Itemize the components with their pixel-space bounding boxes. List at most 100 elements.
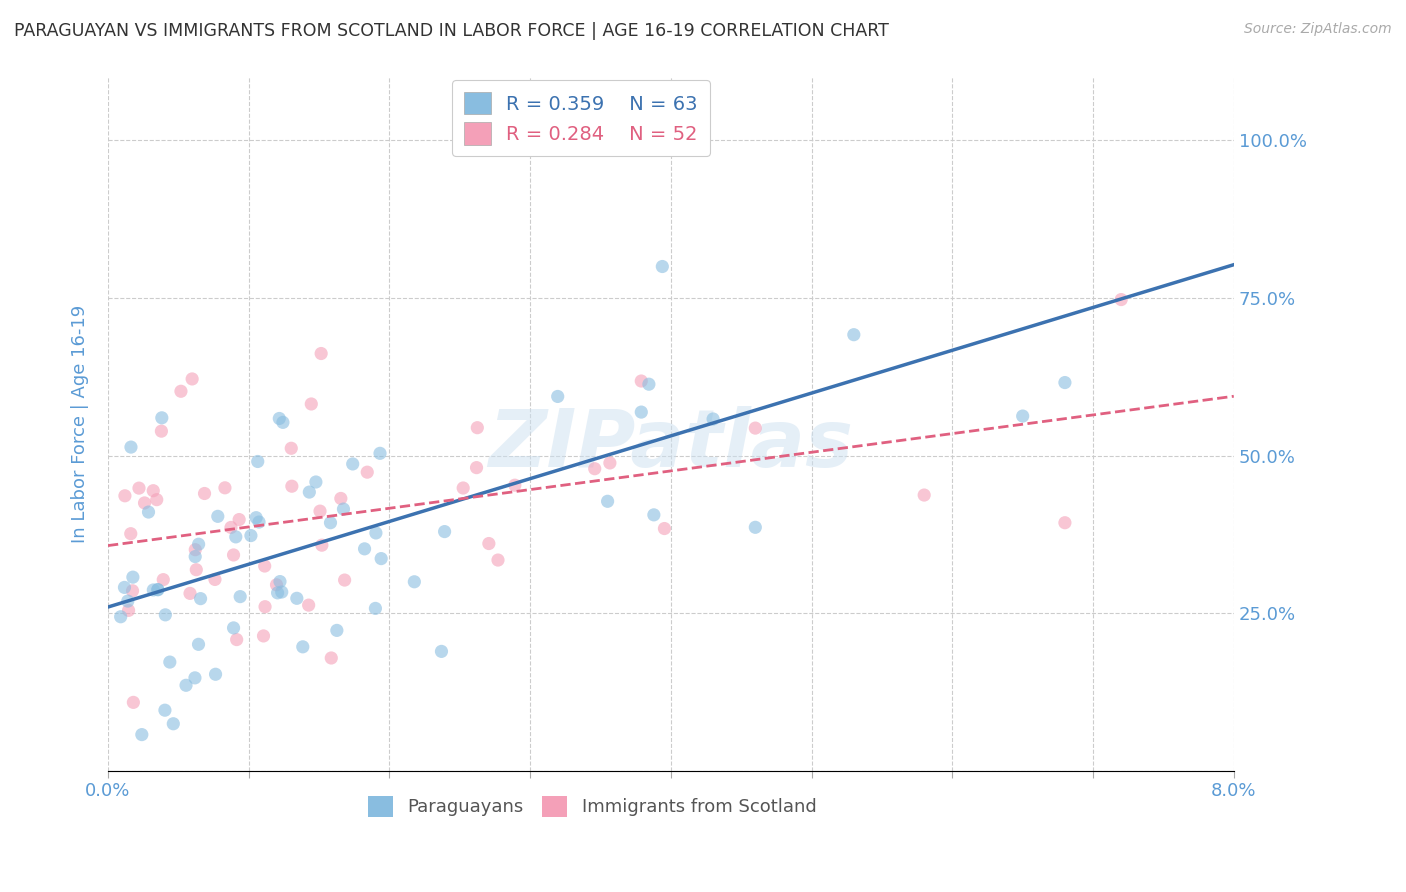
Point <box>229 590 252 604</box>
Point <box>245 510 267 524</box>
Point <box>305 475 328 489</box>
Point <box>298 485 321 500</box>
Point <box>134 496 156 510</box>
Point <box>630 374 652 388</box>
Point <box>654 522 676 536</box>
Point <box>184 671 207 685</box>
Point <box>298 598 321 612</box>
Point <box>187 637 209 651</box>
Point <box>146 582 169 597</box>
Point <box>486 553 509 567</box>
Point <box>222 621 245 635</box>
Point <box>364 525 387 540</box>
Point <box>121 583 143 598</box>
Point <box>465 420 488 434</box>
Point <box>114 489 136 503</box>
Point <box>122 695 145 709</box>
Point <box>404 574 426 589</box>
Point <box>280 442 302 456</box>
Point <box>319 516 342 530</box>
Point <box>239 528 262 542</box>
Point <box>146 582 169 597</box>
Point <box>1109 293 1132 307</box>
Point <box>142 582 165 597</box>
Point <box>174 678 197 692</box>
Point <box>225 632 247 647</box>
Point <box>326 624 349 638</box>
Legend: Paraguayans, Immigrants from Scotland: Paraguayans, Immigrants from Scotland <box>360 789 824 824</box>
Point <box>204 573 226 587</box>
Point <box>219 520 242 534</box>
Point <box>356 465 378 479</box>
Point <box>842 327 865 342</box>
Text: PARAGUAYAN VS IMMIGRANTS FROM SCOTLAND IN LABOR FORCE | AGE 16-19 CORRELATION CH: PARAGUAYAN VS IMMIGRANTS FROM SCOTLAND I… <box>14 22 889 40</box>
Point <box>145 492 167 507</box>
Point <box>142 483 165 498</box>
Point <box>333 573 356 587</box>
Point <box>599 456 621 470</box>
Point <box>478 536 501 550</box>
Point <box>596 494 619 508</box>
Point <box>152 573 174 587</box>
Point <box>204 667 226 681</box>
Point <box>193 486 215 500</box>
Point <box>207 509 229 524</box>
Point <box>651 260 673 274</box>
Point <box>247 515 270 529</box>
Point <box>162 716 184 731</box>
Point <box>744 520 766 534</box>
Point <box>186 563 208 577</box>
Point <box>187 537 209 551</box>
Point <box>332 502 354 516</box>
Point <box>253 559 276 574</box>
Point <box>299 397 322 411</box>
Point <box>110 609 132 624</box>
Point <box>465 460 488 475</box>
Point <box>353 541 375 556</box>
Point <box>912 488 935 502</box>
Point <box>531 133 554 147</box>
Point <box>266 586 288 600</box>
Point <box>370 551 392 566</box>
Point <box>547 389 569 403</box>
Point <box>254 599 277 614</box>
Point <box>222 548 245 562</box>
Point <box>1053 516 1076 530</box>
Point <box>433 524 456 539</box>
Point <box>1011 409 1033 423</box>
Point <box>270 585 292 599</box>
Point <box>184 549 207 564</box>
Point <box>138 505 160 519</box>
Point <box>321 651 343 665</box>
Text: ZIPatlas: ZIPatlas <box>488 406 853 483</box>
Point <box>364 601 387 615</box>
Point <box>252 629 274 643</box>
Point <box>638 377 661 392</box>
Point <box>228 512 250 526</box>
Point <box>122 570 145 584</box>
Point <box>643 508 665 522</box>
Point <box>309 504 332 518</box>
Point <box>744 421 766 435</box>
Point <box>451 481 474 495</box>
Point <box>120 526 142 541</box>
Point <box>329 491 352 506</box>
Point <box>271 416 294 430</box>
Point <box>269 574 291 589</box>
Point <box>117 594 139 608</box>
Point <box>150 410 173 425</box>
Point <box>342 457 364 471</box>
Point <box>155 607 177 622</box>
Point <box>150 424 173 438</box>
Point <box>153 703 176 717</box>
Point <box>114 581 136 595</box>
Point <box>181 372 204 386</box>
Point <box>430 644 453 658</box>
Point <box>214 481 236 495</box>
Point <box>503 478 526 492</box>
Point <box>179 586 201 600</box>
Point <box>309 346 332 360</box>
Point <box>131 728 153 742</box>
Point <box>184 542 207 557</box>
Point <box>311 538 333 552</box>
